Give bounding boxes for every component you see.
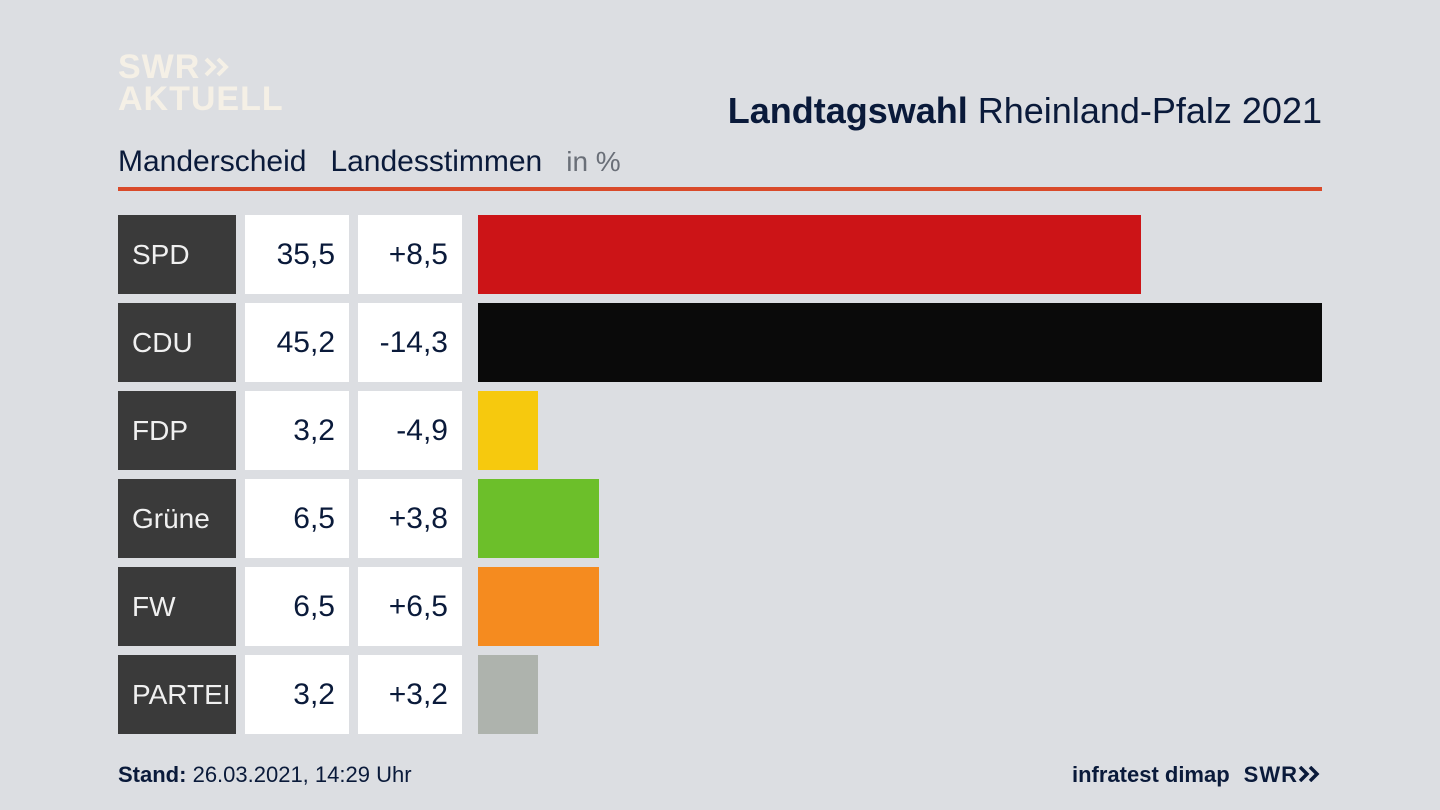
broadcaster-logo: SWR AKTUELL bbox=[118, 50, 284, 116]
percent-value: 3,2 bbox=[245, 391, 349, 470]
party-label: FW bbox=[118, 567, 236, 646]
percent-value: 35,5 bbox=[245, 215, 349, 294]
results-bar-chart: SPD35,5+8,5CDU45,2-14,3FDP3,2-4,9Grüne6,… bbox=[118, 215, 1322, 743]
percent-value: 6,5 bbox=[245, 567, 349, 646]
party-label: CDU bbox=[118, 303, 236, 382]
party-label: PARTEI bbox=[118, 655, 236, 734]
chart-row: FDP3,2-4,9 bbox=[118, 391, 1322, 470]
headline-rest: Rheinland-Pfalz 2021 bbox=[978, 90, 1322, 131]
party-label: Grüne bbox=[118, 479, 236, 558]
chart-row: FW6,5+6,5 bbox=[118, 567, 1322, 646]
bar-fill bbox=[478, 567, 599, 646]
data-source: infratest dimap SWR bbox=[1072, 762, 1322, 788]
percent-value: 3,2 bbox=[245, 655, 349, 734]
chevron-right-icon bbox=[1298, 762, 1322, 788]
bar-fill bbox=[478, 215, 1141, 294]
delta-value: +8,5 bbox=[358, 215, 462, 294]
delta-value: -14,3 bbox=[358, 303, 462, 382]
bar-track bbox=[478, 391, 1322, 470]
bar-track bbox=[478, 479, 1322, 558]
chevron-right-icon bbox=[204, 57, 232, 77]
bar-track bbox=[478, 215, 1322, 294]
chart-subheader: Manderscheid Landesstimmen in % bbox=[118, 145, 1322, 191]
municipality-label: Manderscheid bbox=[118, 145, 306, 179]
chart-footer: Stand: 26.03.2021, 14:29 Uhr infratest d… bbox=[118, 762, 1322, 788]
headline-bold: Landtagswahl bbox=[728, 90, 968, 131]
swr-brand: SWR bbox=[1244, 762, 1322, 788]
bar-track bbox=[478, 567, 1322, 646]
bar-track bbox=[478, 655, 1322, 734]
delta-value: +3,2 bbox=[358, 655, 462, 734]
logo-line1: SWR bbox=[118, 50, 200, 84]
party-label: FDP bbox=[118, 391, 236, 470]
party-label: SPD bbox=[118, 215, 236, 294]
metric-label: Landesstimmen bbox=[330, 145, 542, 179]
chart-row: CDU45,2-14,3 bbox=[118, 303, 1322, 382]
bar-fill bbox=[478, 303, 1322, 382]
chart-row: Grüne6,5+3,8 bbox=[118, 479, 1322, 558]
timestamp-label: Stand: 26.03.2021, 14:29 Uhr bbox=[118, 762, 412, 788]
delta-value: -4,9 bbox=[358, 391, 462, 470]
page-title: Landtagswahl Rheinland-Pfalz 2021 bbox=[728, 90, 1322, 132]
unit-label: in % bbox=[566, 146, 620, 178]
bar-fill bbox=[478, 391, 538, 470]
bar-track bbox=[478, 303, 1322, 382]
bar-fill bbox=[478, 655, 538, 734]
bar-fill bbox=[478, 479, 599, 558]
delta-value: +3,8 bbox=[358, 479, 462, 558]
chart-row: PARTEI3,2+3,2 bbox=[118, 655, 1322, 734]
delta-value: +6,5 bbox=[358, 567, 462, 646]
logo-line2: AKTUELL bbox=[118, 82, 284, 116]
percent-value: 45,2 bbox=[245, 303, 349, 382]
chart-row: SPD35,5+8,5 bbox=[118, 215, 1322, 294]
percent-value: 6,5 bbox=[245, 479, 349, 558]
